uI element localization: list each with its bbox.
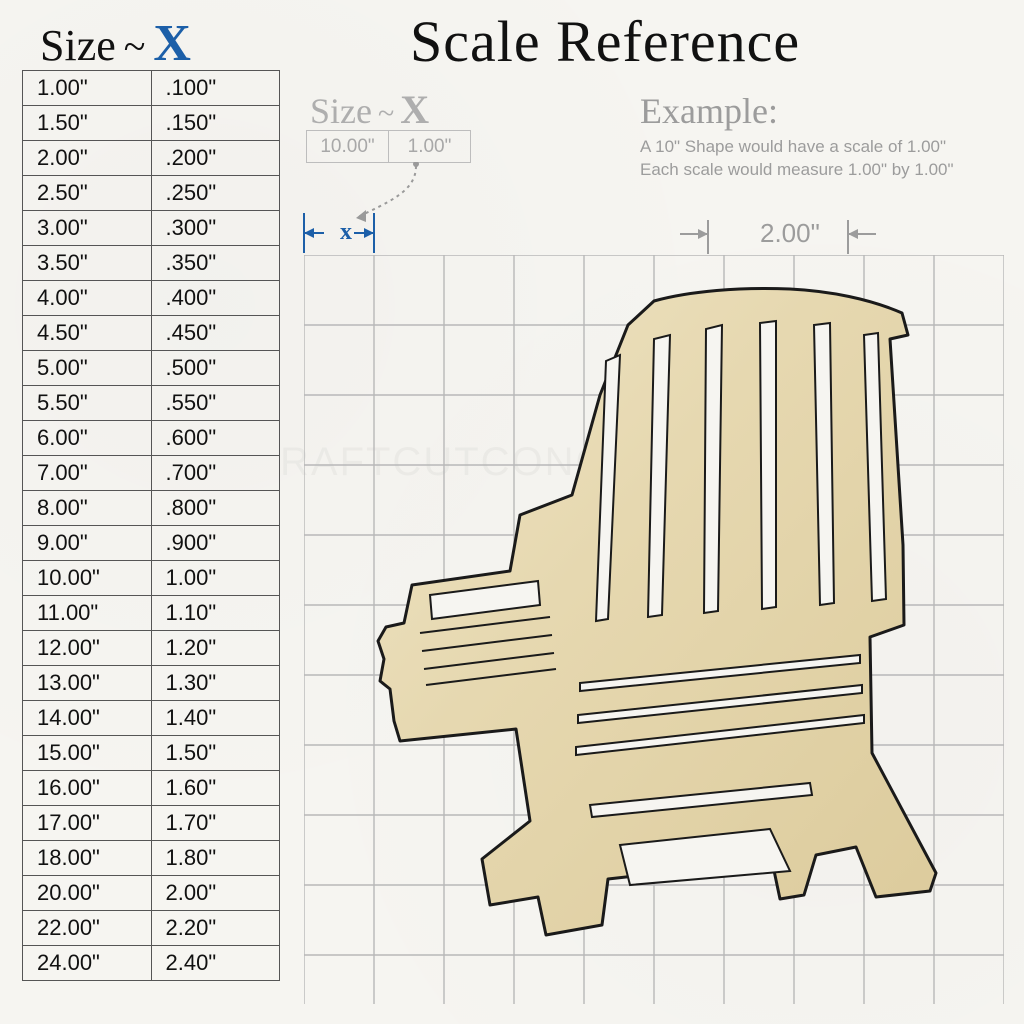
table-cell: 1.40" [151, 701, 280, 736]
table-row: 5.00".500" [23, 351, 280, 386]
table-cell: .450" [151, 316, 280, 351]
mini-tilde: ~ [378, 97, 394, 131]
table-row: 8.00".800" [23, 491, 280, 526]
table-row: 4.00".400" [23, 281, 280, 316]
page-title: Scale Reference [410, 8, 800, 75]
table-cell: 2.50" [23, 176, 152, 211]
table-cell: .400" [151, 281, 280, 316]
mini-size-header: Size ~ X [310, 86, 429, 133]
table-row: 2.00".200" [23, 141, 280, 176]
table-cell: .100" [151, 71, 280, 106]
table-cell: 1.60" [151, 771, 280, 806]
example-title: Example: [640, 90, 1010, 132]
x-label: X [153, 14, 191, 73]
table-cell: 17.00" [23, 806, 152, 841]
table-cell: 11.00" [23, 596, 152, 631]
table-cell: 15.00" [23, 736, 152, 771]
example-block: Example: A 10" Shape would have a scale … [640, 90, 1010, 182]
table-row: 13.00"1.30" [23, 666, 280, 701]
table-row: 1.50".150" [23, 106, 280, 141]
table-cell: .500" [151, 351, 280, 386]
table-row: 3.50".350" [23, 246, 280, 281]
chair-shape [370, 285, 970, 965]
table-cell: 20.00" [23, 876, 152, 911]
table-cell: 18.00" [23, 841, 152, 876]
table-row: 15.00"1.50" [23, 736, 280, 771]
table-cell: 24.00" [23, 946, 152, 981]
table-cell: .350" [151, 246, 280, 281]
table-cell: 4.50" [23, 316, 152, 351]
table-row: 9.00".900" [23, 526, 280, 561]
table-cell: 2.20" [151, 911, 280, 946]
table-cell: 9.00" [23, 526, 152, 561]
two-inch-label: 2.00" [760, 218, 820, 249]
table-cell: 3.50" [23, 246, 152, 281]
table-row: 18.00"1.80" [23, 841, 280, 876]
table-cell: .900" [151, 526, 280, 561]
table-cell: 5.50" [23, 386, 152, 421]
mini-size-label: Size [310, 90, 372, 132]
x-marker-label: x [340, 219, 352, 246]
table-cell: 2.40" [151, 946, 280, 981]
table-cell: 1.80" [151, 841, 280, 876]
table-cell: 1.00" [151, 561, 280, 596]
table-cell: .550" [151, 386, 280, 421]
example-mini-table: 10.00" 1.00" [306, 130, 471, 163]
table-header: Size ~ X [40, 14, 191, 73]
table-cell: 14.00" [23, 701, 152, 736]
table-row: 22.00"2.20" [23, 911, 280, 946]
table-cell: 5.00" [23, 351, 152, 386]
table-row: 24.00"2.40" [23, 946, 280, 981]
table-cell: 1.10" [151, 596, 280, 631]
table-cell: .150" [151, 106, 280, 141]
table-cell: .600" [151, 421, 280, 456]
table-cell: 7.00" [23, 456, 152, 491]
table-row: 5.50".550" [23, 386, 280, 421]
table-row: 1.00".100" [23, 71, 280, 106]
table-row: 16.00"1.60" [23, 771, 280, 806]
table-cell: .800" [151, 491, 280, 526]
table-row: 12.00"1.20" [23, 631, 280, 666]
tilde: ~ [124, 23, 146, 70]
table-cell: 10.00" [23, 561, 152, 596]
table-row: 10.00"1.00" [23, 561, 280, 596]
table-row: 3.00".300" [23, 211, 280, 246]
table-cell: 3.00" [23, 211, 152, 246]
example-line2: Each scale would measure 1.00" by 1.00" [640, 159, 1010, 182]
table-row: 20.00"2.00" [23, 876, 280, 911]
table-cell: 6.00" [23, 421, 152, 456]
table-cell: .250" [151, 176, 280, 211]
table-cell: 2.00" [151, 876, 280, 911]
table-row: 14.00"1.40" [23, 701, 280, 736]
table-cell: 1.70" [151, 806, 280, 841]
table-cell: 16.00" [23, 771, 152, 806]
table-row: 4.50".450" [23, 316, 280, 351]
table-cell: 1.50" [23, 106, 152, 141]
table-row: 6.00".600" [23, 421, 280, 456]
table-cell: .300" [151, 211, 280, 246]
table-row: 7.00".700" [23, 456, 280, 491]
table-cell: 1.20" [151, 631, 280, 666]
table-cell: .200" [151, 141, 280, 176]
table-cell: 12.00" [23, 631, 152, 666]
table-cell: 13.00" [23, 666, 152, 701]
table-cell: 1.50" [151, 736, 280, 771]
mini-cell-scale: 1.00" [389, 131, 471, 163]
size-label: Size [40, 20, 116, 71]
table-cell: 1.00" [23, 71, 152, 106]
table-cell: 4.00" [23, 281, 152, 316]
scale-table: 1.00".100"1.50".150"2.00".200"2.50".250"… [22, 70, 280, 981]
table-cell: 1.30" [151, 666, 280, 701]
two-inch-dimension: 2.00" [680, 208, 920, 258]
table-row: 2.50".250" [23, 176, 280, 211]
example-line1: A 10" Shape would have a scale of 1.00" [640, 136, 1010, 159]
table-row: 11.00"1.10" [23, 596, 280, 631]
table-cell: .700" [151, 456, 280, 491]
mini-cell-size: 10.00" [307, 131, 389, 163]
table-cell: 22.00" [23, 911, 152, 946]
table-cell: 8.00" [23, 491, 152, 526]
table-cell: 2.00" [23, 141, 152, 176]
mini-x-label: X [400, 86, 429, 133]
table-row: 17.00"1.70" [23, 806, 280, 841]
